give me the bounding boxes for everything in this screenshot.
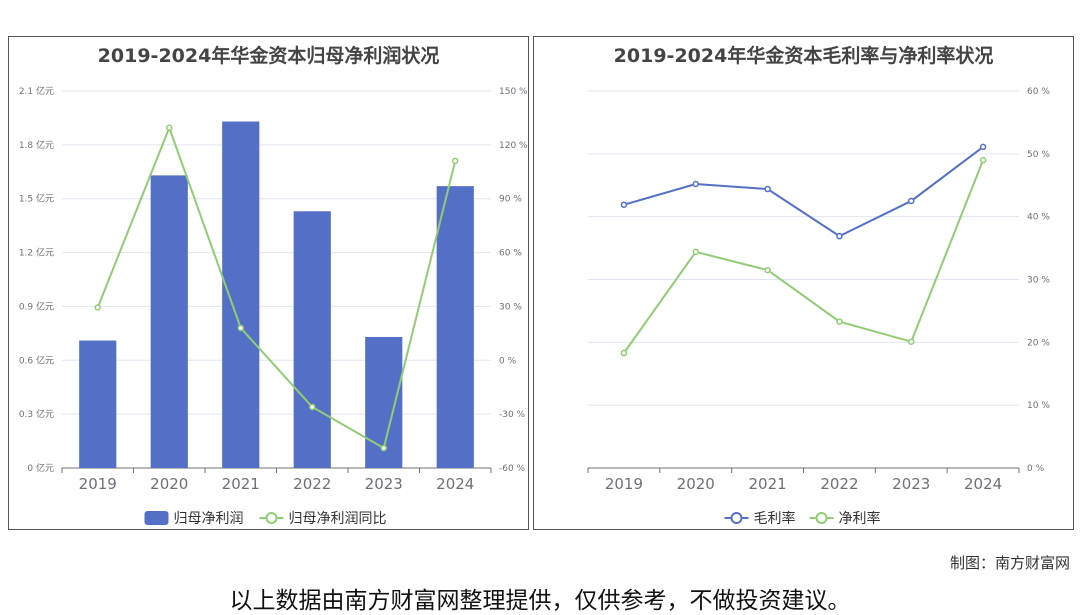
data-point-2023 [380,444,387,452]
left-tick-label: 1.8 亿元 [19,139,54,151]
right-tick-label: 60 % [1027,87,1050,97]
bar-2022 [293,211,331,468]
x-tick-label: 2022 [820,475,858,493]
left-tick-label: 0.6 亿元 [19,354,54,366]
chart-title: 2019-2024年华金资本归母净利润状况 [97,45,440,67]
right-tick-label: 30 % [1027,276,1050,286]
data-point-2020 [166,124,173,132]
bar-2020 [150,175,188,468]
x-tick-label: 2024 [964,475,1002,493]
margin-chart: 0 % 10 % 20 % 30 % 40 % 50 % 60 % 2019 2020 2021 2… [587,87,1050,527]
right-tick-label: 0 % [499,356,517,366]
disclaimer: 以上数据由南方财富网整理提供，仅供参考，不做投资建议。 [229,588,851,614]
data-point-2022 [309,403,316,411]
left-tick-label: 0.3 亿元 [19,408,54,420]
x-tick-label: 2022 [293,475,331,493]
right-tick-label: 50 % [1027,150,1050,160]
x-tick-label: 2023 [892,475,930,493]
data-point-2021 [764,185,771,193]
data-point-2019 [620,349,628,357]
net-profit-chart: -60 % -30 % 0 % 30 % 60 % 90 % 120 % 150 % 0 亿元 0… [19,85,528,527]
bar-2019 [79,340,117,468]
series-line-0 [623,146,984,238]
x-tick-label: 2019 [605,475,643,493]
left-tick-label: 1.5 亿元 [19,193,54,205]
data-point-2019 [94,304,101,311]
left-tick-label: 2.1 亿元 [19,85,54,97]
legend-bar-icon [144,511,169,525]
x-tick-label: 2019 [79,475,117,493]
right-tick-label: 90 % [499,195,522,205]
left-tick-label: 0 亿元 [27,462,54,474]
x-tick-label: 2020 [150,475,188,493]
legend-marker-icon [730,512,743,524]
right-tick-label: 150 % [499,87,528,97]
right-tick-label: 0 % [1027,464,1045,474]
data-point-2020 [692,248,699,256]
right-tick-label: 10 % [1027,401,1050,411]
bar-2024 [436,186,474,468]
series-line-1 [623,159,985,354]
chart-credit: 制图：南方财富网 [949,554,1070,572]
right-tick-label: 120 % [499,141,528,151]
data-point-2024 [452,157,459,165]
legend-label: 毛利率 [754,510,796,527]
data-point-2023 [908,338,915,345]
x-tick-label: 2021 [748,475,786,493]
legend-marker-icon [815,512,828,524]
x-tick-label: 2020 [677,475,715,493]
x-tick-label: 2021 [222,475,260,493]
data-point-2024 [979,156,987,164]
right-tick-label: 20 % [1027,338,1050,348]
margin-chart-panel: 2019-2024年华金资本毛利率与净利率状况 0 % 10 % 20 % 30 % 4… [533,36,1074,530]
series-line-1 [96,124,457,450]
bar-2021 [222,121,260,469]
data-point-2021 [764,266,771,274]
data-point-2024 [979,143,987,151]
right-tick-label: -60 % [499,464,526,474]
legend-label: 归母净利润 [174,510,244,527]
right-tick-label: 40 % [1027,213,1050,223]
data-point-2022 [836,318,843,325]
data-point-2023 [908,197,915,205]
left-tick-label: 0.9 亿元 [19,300,54,312]
legend-label: 净利率 [839,510,881,527]
left-tick-label: 1.2 亿元 [19,247,54,259]
data-point-2019 [620,201,628,208]
data-point-2021 [237,324,244,332]
legend-label: 归母净利润同比 [289,510,387,527]
x-tick-label: 2024 [436,475,474,493]
data-point-2022 [836,232,843,240]
legend-marker-icon [265,512,278,524]
chart-title: 2019-2024年华金资本毛利率与净利率状况 [613,45,994,67]
right-tick-label: -30 % [499,410,526,420]
right-tick-label: 60 % [499,249,522,259]
net-profit-chart-panel: 2019-2024年华金资本归母净利润状况 -60 % -30 % 0 % 30 % 6… [8,36,529,530]
data-point-2020 [692,180,699,188]
x-tick-label: 2023 [365,475,403,493]
right-tick-label: 30 % [499,302,522,312]
